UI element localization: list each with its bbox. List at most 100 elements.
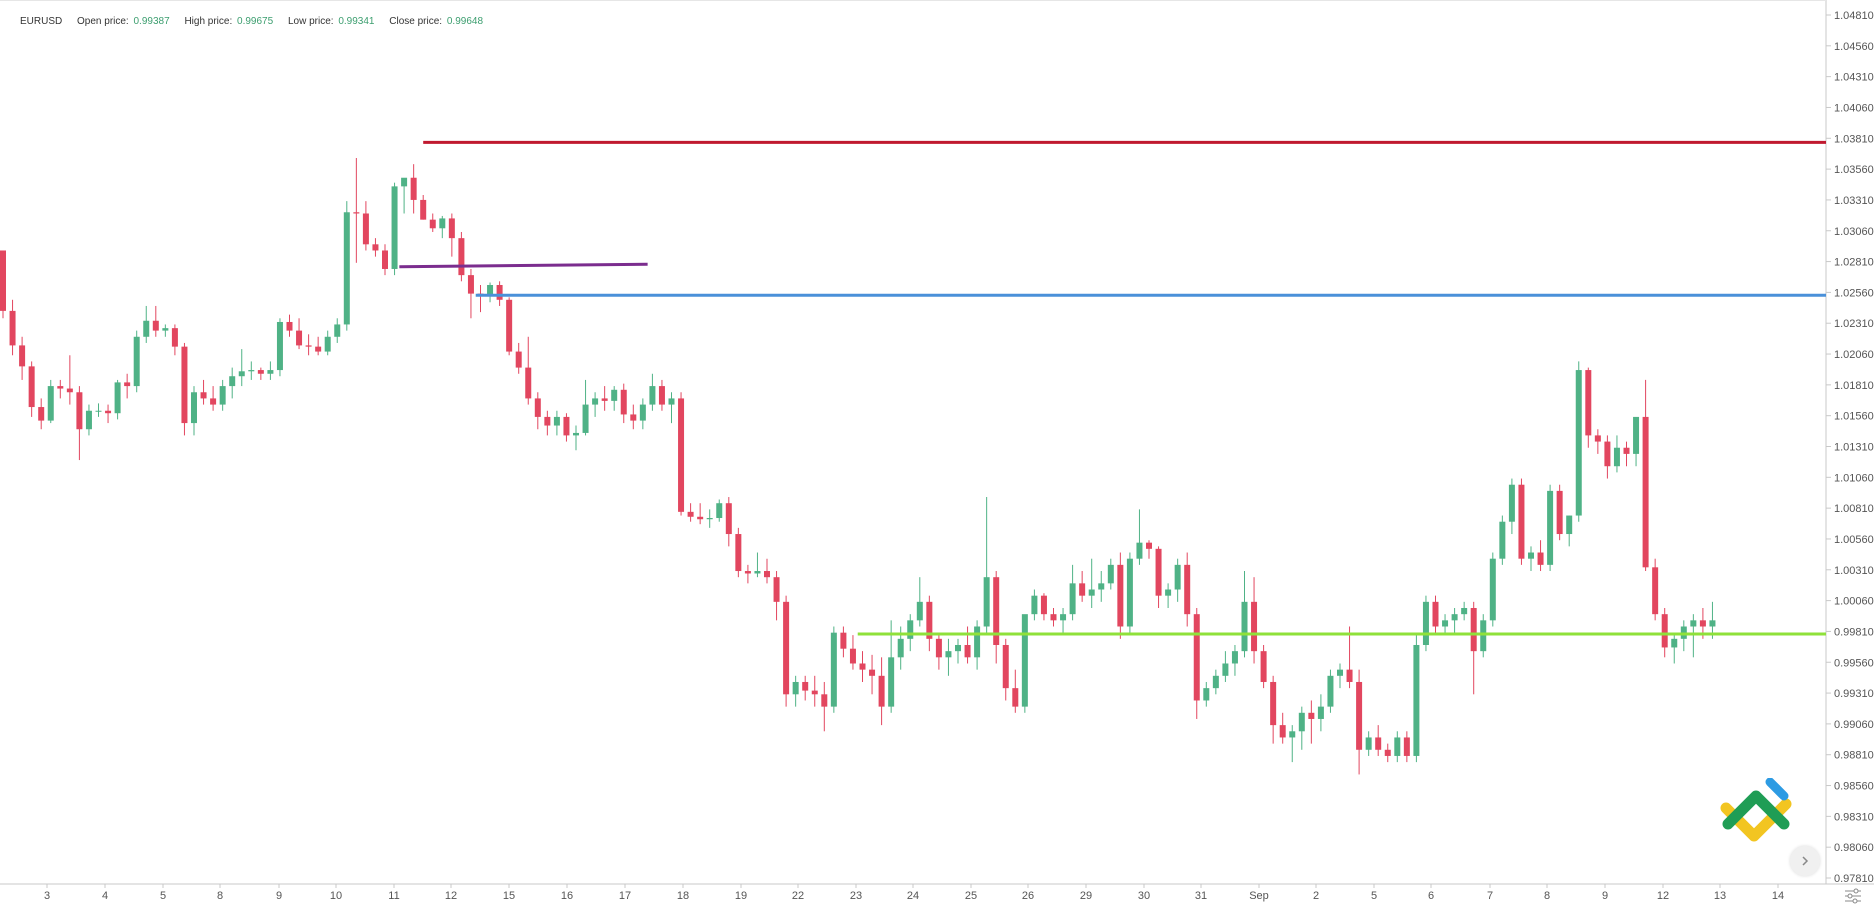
candle-body <box>210 398 217 405</box>
candle-body <box>639 404 646 421</box>
candle-body <box>1107 564 1114 584</box>
candle-body <box>296 330 303 346</box>
candle-body <box>668 398 675 405</box>
candle-body <box>1136 542 1143 559</box>
candle-body <box>1337 669 1343 676</box>
candle-body <box>1012 688 1019 707</box>
candle-body <box>1298 712 1305 732</box>
candle-body <box>792 681 799 695</box>
candle-body <box>1671 638 1678 648</box>
candle-body <box>391 186 398 269</box>
candle-body <box>888 657 895 707</box>
x-tick-label: 26 <box>1022 890 1034 902</box>
candle-body <box>1184 564 1191 615</box>
candle-body <box>1442 620 1449 627</box>
candle-body <box>1480 620 1487 652</box>
candle-body <box>1623 447 1630 454</box>
candle-body <box>1394 737 1401 756</box>
candle-body <box>372 244 379 251</box>
candle-body <box>1069 583 1076 615</box>
candle-body <box>85 410 92 430</box>
y-tick-label: 1.01560 <box>1834 411 1874 423</box>
candle-body <box>1585 370 1592 436</box>
x-tick-label: 18 <box>677 890 689 902</box>
candle-body <box>1222 663 1229 676</box>
x-tick-label: 19 <box>735 890 747 902</box>
candle-body <box>1308 712 1315 719</box>
candle-body <box>1155 548 1162 596</box>
candle-body <box>1356 681 1363 750</box>
candle-body <box>1537 552 1544 565</box>
candle-body <box>1528 552 1534 559</box>
candle-body <box>897 638 904 658</box>
candle-body <box>573 432 579 436</box>
x-tick-label: 17 <box>619 890 631 902</box>
candle-body <box>783 601 790 695</box>
candle-body <box>1079 583 1086 596</box>
y-tick-label: 0.99810 <box>1834 626 1874 638</box>
candle-body <box>1088 589 1095 596</box>
candle-body <box>19 345 26 367</box>
candle-body <box>515 351 522 368</box>
x-tick-label: 2 <box>1313 890 1319 902</box>
candle-body <box>276 321 283 371</box>
x-tick-label: 7 <box>1487 890 1493 902</box>
y-tick-label: 1.04310 <box>1834 72 1874 84</box>
candle-body <box>993 577 1000 645</box>
x-tick-label: Sep <box>1249 890 1269 902</box>
candle-body <box>830 632 837 707</box>
candle-body <box>324 336 331 352</box>
candle-body <box>592 398 599 405</box>
candle-body <box>200 392 207 399</box>
y-tick-label: 1.04060 <box>1834 102 1874 114</box>
candle-body <box>620 389 627 415</box>
candle-body <box>754 571 761 574</box>
candle-body <box>267 370 274 374</box>
x-tick-label: 12 <box>445 890 457 902</box>
candle-body <box>467 275 474 294</box>
candle-body <box>448 218 455 239</box>
y-tick-label: 1.04810 <box>1834 10 1874 22</box>
candle-body <box>1317 706 1324 719</box>
candle-body <box>525 367 532 399</box>
candle-body <box>1508 484 1515 522</box>
candle-body <box>1251 601 1258 652</box>
settings-sliders-icon[interactable] <box>1843 887 1863 905</box>
candle-body <box>487 284 494 295</box>
candle-body <box>1499 521 1506 559</box>
candle-body <box>0 250 6 311</box>
x-tick-label: 23 <box>850 890 862 902</box>
candle-body <box>1633 416 1640 454</box>
candle-body <box>334 324 341 337</box>
scroll-to-realtime-button[interactable] <box>1790 846 1820 876</box>
candle-body <box>1566 515 1573 535</box>
candle-body <box>1699 620 1706 627</box>
candle-body <box>286 321 293 331</box>
high-price-value: 0.99675 <box>237 16 274 27</box>
candle-body <box>420 199 427 220</box>
candle-body <box>1270 681 1277 726</box>
candle-body <box>1231 651 1238 664</box>
candle-body <box>133 336 140 387</box>
x-tick-label: 14 <box>1772 890 1784 902</box>
candle-body <box>678 398 685 512</box>
candle-body <box>429 219 436 229</box>
candle-body <box>534 398 541 417</box>
candle-body <box>1040 595 1047 615</box>
candle-body <box>1661 614 1668 648</box>
candle-body <box>1432 601 1439 627</box>
candle-body <box>1575 370 1582 516</box>
candle-body <box>1613 447 1620 467</box>
candle-body <box>1375 737 1382 750</box>
candle-body <box>1556 490 1563 535</box>
candle-body <box>1652 567 1659 615</box>
candle-body <box>1241 601 1248 652</box>
candle-body <box>1212 675 1219 689</box>
candle-body <box>1690 620 1697 627</box>
x-tick-label: 8 <box>217 890 223 902</box>
x-tick-label: 15 <box>503 890 515 902</box>
open-price-label: Open price: <box>77 16 129 27</box>
y-tick-label: 0.98560 <box>1834 781 1874 793</box>
